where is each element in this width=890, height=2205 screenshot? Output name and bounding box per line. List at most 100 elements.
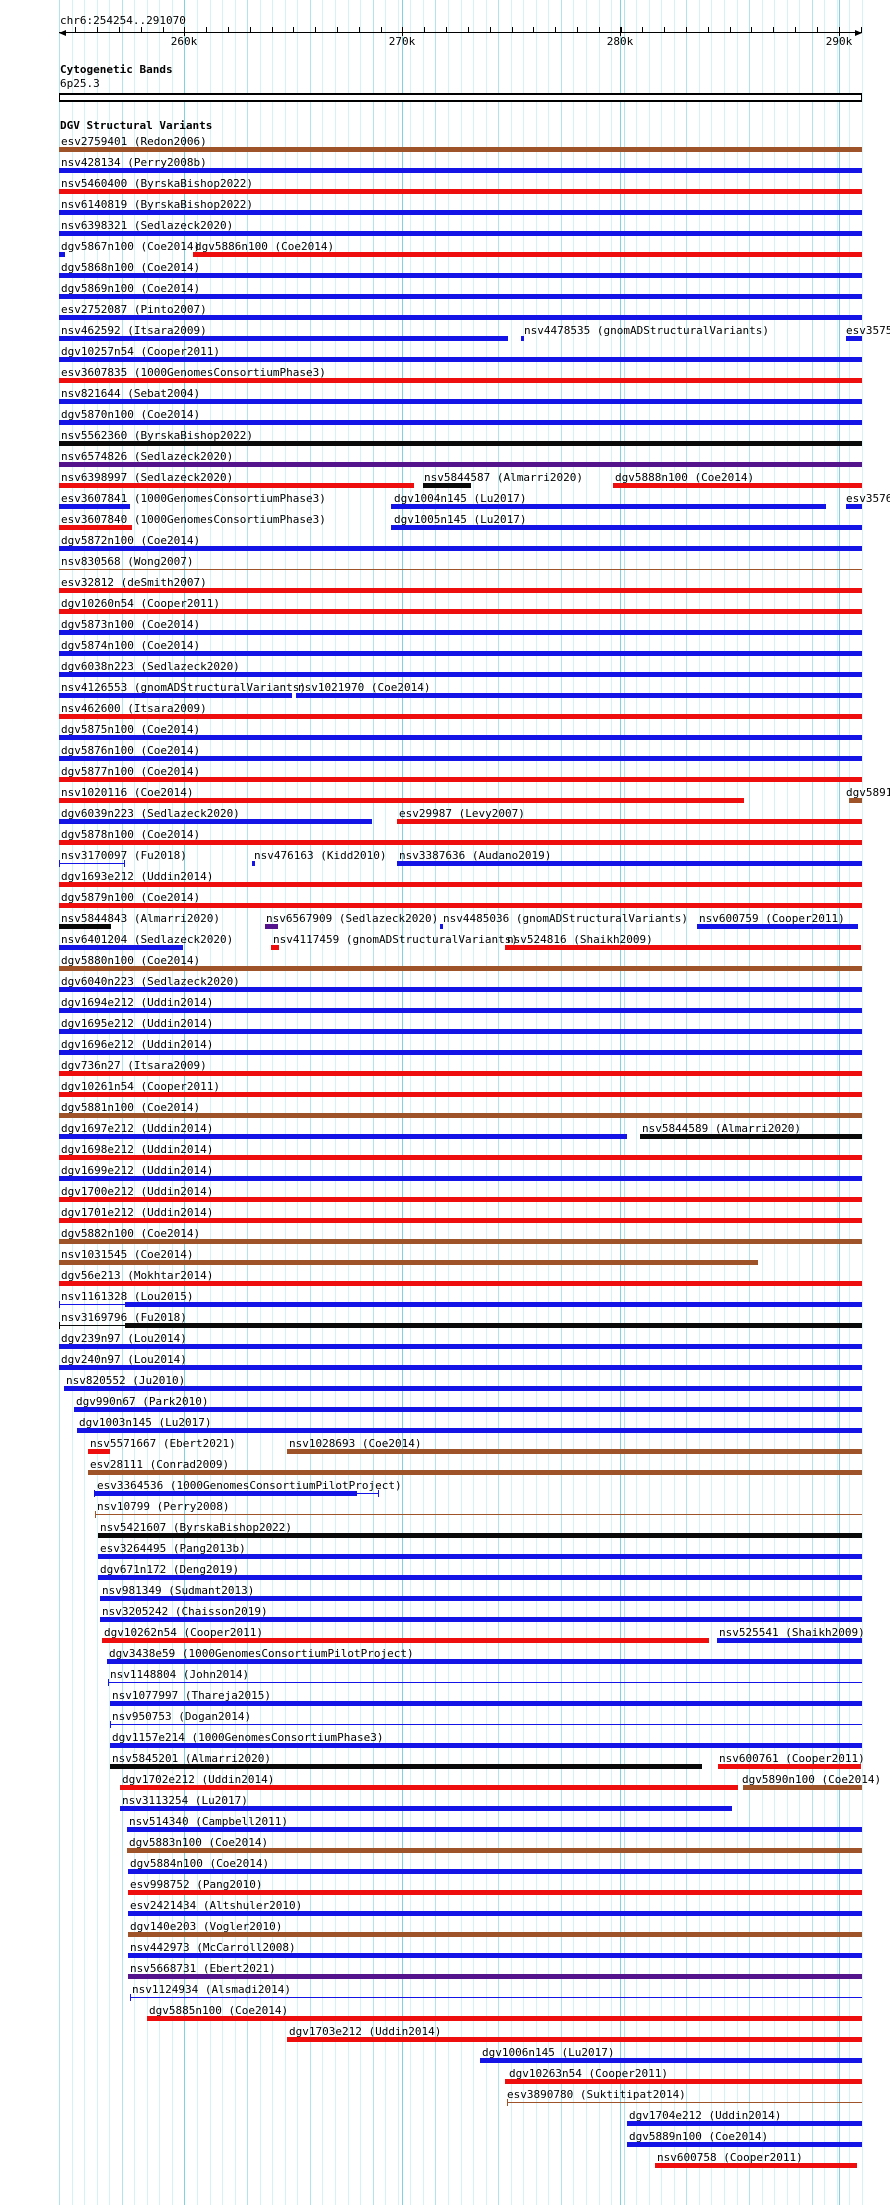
variant-line[interactable] <box>59 1304 125 1305</box>
variant-bar[interactable] <box>59 1239 862 1244</box>
variant-bar[interactable] <box>627 2121 862 2126</box>
variant-bar[interactable] <box>440 924 443 929</box>
variant-bar[interactable] <box>59 504 130 509</box>
variant-label[interactable]: esv3607840 (1000GenomesConsortiumPhase3) <box>61 513 326 526</box>
variant-label[interactable]: esv3890780 (Suktitipat2014) <box>507 2088 686 2101</box>
variant-label[interactable]: nsv1124934 (Alsmadi2014) <box>132 1983 291 1996</box>
variant-label[interactable]: dgv10262n54 (Cooper2011) <box>104 1626 263 1639</box>
variant-label[interactable]: nsv5668731 (Ebert2021) <box>130 1962 276 1975</box>
variant-label[interactable]: nsv3169796 (Fu2018) <box>61 1311 187 1324</box>
variant-bar[interactable] <box>59 1260 758 1265</box>
variant-label[interactable]: dgv5886n100 (Coe2014) <box>195 240 335 253</box>
variant-bar[interactable] <box>59 1281 862 1286</box>
variant-bar[interactable] <box>59 903 862 908</box>
variant-label[interactable]: nsv3170097 (Fu2018) <box>61 849 187 862</box>
variant-label[interactable]: dgv5877n100 (Coe2014) <box>61 765 201 778</box>
variant-bar[interactable] <box>59 735 862 740</box>
variant-bar[interactable] <box>94 1491 357 1496</box>
variant-label[interactable]: dgv990n67 (Park2010) <box>76 1395 209 1408</box>
variant-bar[interactable] <box>59 840 862 845</box>
variant-bar[interactable] <box>59 1218 862 1223</box>
variant-bar[interactable] <box>59 189 862 194</box>
variant-label[interactable]: nsv5562360 (ByrskaBishop2022) <box>61 429 254 442</box>
variant-label[interactable]: nsv6401204 (Sedlazeck2020) <box>61 933 234 946</box>
variant-label[interactable]: dgv5872n100 (Coe2014) <box>61 534 201 547</box>
variant-bar[interactable] <box>128 1953 862 1958</box>
variant-label[interactable]: esv2421434 (Altshuler2010) <box>130 1899 303 1912</box>
variant-label[interactable]: dgv5885n100 (Coe2014) <box>149 2004 289 2017</box>
variant-bar[interactable] <box>59 588 862 593</box>
variant-label[interactable]: dgv10260n54 (Cooper2011) <box>61 597 220 610</box>
variant-label[interactable]: nsv1020116 (Coe2014) <box>61 786 194 799</box>
variant-bar[interactable] <box>59 714 862 719</box>
variant-bar[interactable] <box>717 1638 862 1643</box>
variant-label[interactable]: dgv6038n223 (Sedlazeck2020) <box>61 660 240 673</box>
variant-bar[interactable] <box>59 1029 862 1034</box>
variant-label[interactable]: dgv5882n100 (Coe2014) <box>61 1227 201 1240</box>
variant-bar[interactable] <box>59 147 862 152</box>
variant-label[interactable]: dgv1693e212 (Uddin2014) <box>61 870 214 883</box>
variant-label[interactable]: nsv6574826 (Sedlazeck2020) <box>61 450 234 463</box>
variant-label[interactable]: nsv600759 (Cooper2011) <box>699 912 845 925</box>
variant-bar[interactable] <box>59 798 744 803</box>
variant-label[interactable]: dgv140e203 (Vogler2010) <box>130 1920 283 1933</box>
variant-bar[interactable] <box>391 525 862 530</box>
variant-label[interactable]: dgv1697e212 (Uddin2014) <box>61 1122 214 1135</box>
variant-label[interactable]: dgv1157e214 (1000GenomesConsortiumPhase3… <box>112 1731 384 1744</box>
variant-bar[interactable] <box>252 861 255 866</box>
variant-bar[interactable] <box>59 357 862 362</box>
variant-label[interactable]: nsv5844587 (Almarri2020) <box>424 471 583 484</box>
variant-label[interactable]: dgv671n172 (Deng2019) <box>100 1563 240 1576</box>
variant-label[interactable]: nsv1148804 (John2014) <box>110 1668 250 1681</box>
variant-bar[interactable] <box>88 1449 110 1454</box>
variant-bar[interactable] <box>110 1701 862 1706</box>
variant-label[interactable]: dgv5873n100 (Coe2014) <box>61 618 201 631</box>
variant-bar[interactable] <box>107 1659 862 1664</box>
variant-bar[interactable] <box>98 1533 862 1538</box>
variant-bar[interactable] <box>193 252 862 257</box>
variant-bar[interactable] <box>59 546 862 551</box>
variant-label[interactable]: dgv5888n100 (Coe2014) <box>615 471 755 484</box>
variant-label[interactable]: dgv5889n100 (Coe2014) <box>629 2130 769 2143</box>
variant-bar[interactable] <box>128 1869 862 1874</box>
variant-bar[interactable] <box>59 294 862 299</box>
variant-bar[interactable] <box>59 1071 862 1076</box>
variant-bar[interactable] <box>59 882 862 887</box>
variant-bar[interactable] <box>849 798 862 803</box>
variant-bar[interactable] <box>697 924 858 929</box>
variant-label[interactable]: esv3607841 (1000GenomesConsortiumPhase3) <box>61 492 326 505</box>
variant-bar[interactable] <box>88 1470 862 1475</box>
variant-label[interactable]: nsv6398997 (Sedlazeck2020) <box>61 471 234 484</box>
variant-label[interactable]: nsv5845201 (Almarri2020) <box>112 1752 271 1765</box>
variant-bar[interactable] <box>125 1323 862 1328</box>
variant-label[interactable]: dgv1695e212 (Uddin2014) <box>61 1017 214 1030</box>
variant-label[interactable]: dgv736n27 (Itsara2009) <box>61 1059 207 1072</box>
variant-label[interactable]: nsv600761 (Cooper2011) <box>719 1752 865 1765</box>
variant-label[interactable]: esv32812 (deSmith2007) <box>61 576 207 589</box>
variant-bar[interactable] <box>391 504 826 509</box>
variant-label[interactable]: nsv1161328 (Lou2015) <box>61 1290 194 1303</box>
variant-bar[interactable] <box>102 1638 709 1643</box>
variant-end-tick[interactable] <box>124 860 125 867</box>
variant-label[interactable]: dgv1006n145 (Lu2017) <box>482 2046 615 2059</box>
variant-bar[interactable] <box>505 2079 862 2084</box>
variant-label[interactable]: nsv6140819 (ByrskaBishop2022) <box>61 198 254 211</box>
variant-bar[interactable] <box>59 1092 862 1097</box>
variant-label[interactable]: nsv4478535 (gnomADStructuralVariants) <box>524 324 770 337</box>
variant-label[interactable]: dgv5875n100 (Coe2014) <box>61 723 201 736</box>
variant-label[interactable]: dgv6039n223 (Sedlazeck2020) <box>61 807 240 820</box>
variant-label[interactable]: nsv3205242 (Chaisson2019) <box>102 1605 268 1618</box>
variant-label[interactable]: dgv1003n145 (Lu2017) <box>79 1416 212 1429</box>
variant-label[interactable]: dgv10263n54 (Cooper2011) <box>509 2067 668 2080</box>
variant-label[interactable]: nsv462600 (Itsara2009) <box>61 702 207 715</box>
variant-bar[interactable] <box>59 462 862 467</box>
variant-label[interactable]: nsv4117459 (gnomADStructuralVariants) <box>273 933 519 946</box>
variant-bar[interactable] <box>423 483 471 488</box>
variant-bar[interactable] <box>59 945 183 950</box>
variant-bar[interactable] <box>59 756 862 761</box>
variant-bar[interactable] <box>110 1764 702 1769</box>
variant-bar[interactable] <box>64 1386 862 1391</box>
variant-line[interactable] <box>110 1724 862 1725</box>
variant-label[interactable]: dgv5891 <box>846 786 890 799</box>
variant-label[interactable]: dgv1700e212 (Uddin2014) <box>61 1185 214 1198</box>
